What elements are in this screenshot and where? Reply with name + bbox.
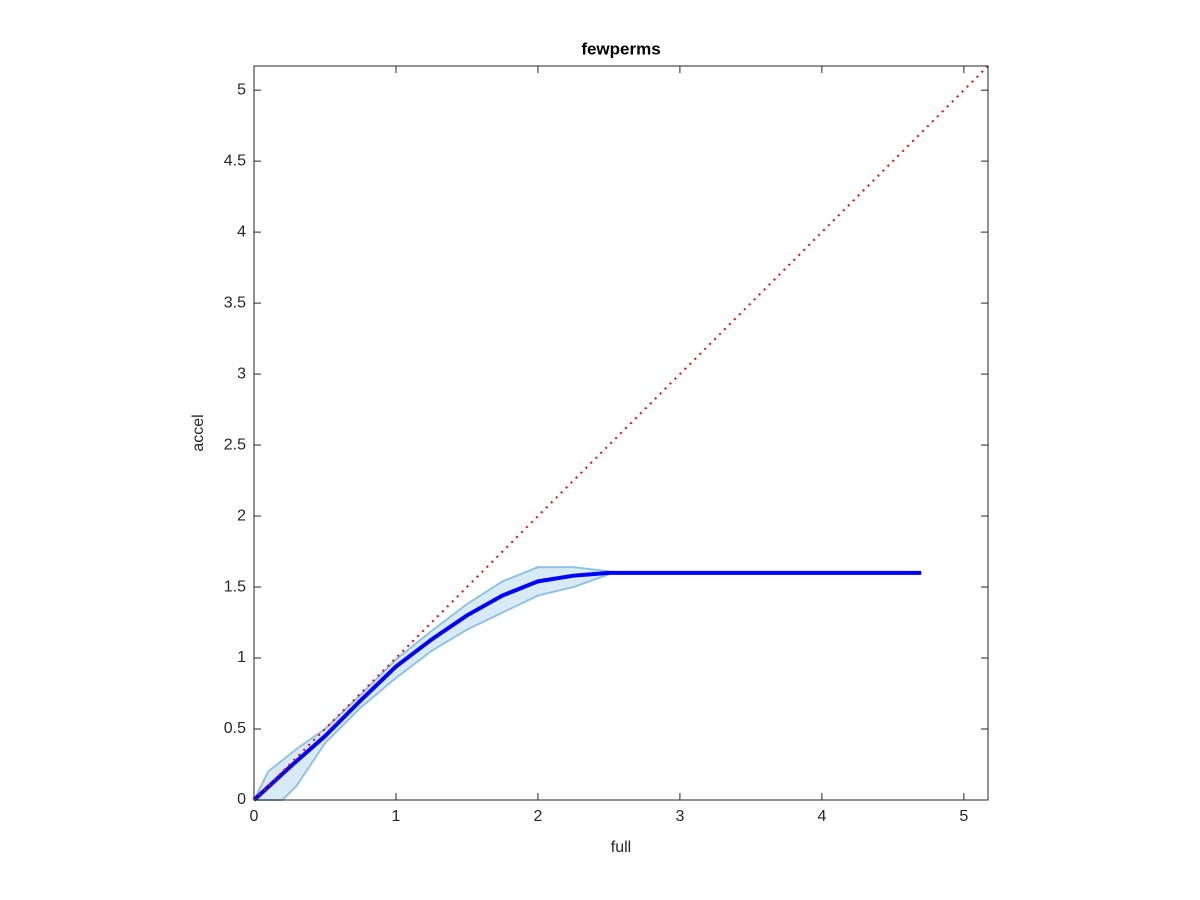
y-axis-label: accel xyxy=(190,414,207,451)
x-tick-label: 0 xyxy=(250,808,259,825)
y-tick-label: 1 xyxy=(237,649,246,666)
x-tick-label: 2 xyxy=(533,808,542,825)
y-tick-label: 4.5 xyxy=(224,152,246,169)
band-area xyxy=(254,567,609,800)
x-tick-label: 4 xyxy=(817,808,826,825)
x-tick-label: 5 xyxy=(959,808,968,825)
chart-title: fewperms xyxy=(581,39,660,58)
y-tick-label: 0 xyxy=(237,791,246,808)
x-axis-label: full xyxy=(611,839,631,856)
x-tick-label: 1 xyxy=(392,808,401,825)
y-tick-label: 3 xyxy=(237,365,246,382)
x-tick-label: 3 xyxy=(675,808,684,825)
y-tick-label: 1.5 xyxy=(224,578,246,595)
y-tick-label: 4 xyxy=(237,223,246,240)
y-tick-label: 0.5 xyxy=(224,720,246,737)
band-upper-edge xyxy=(253,566,610,801)
y-tick-label: 3.5 xyxy=(224,294,246,311)
y-tick-label: 2 xyxy=(237,507,246,524)
y-tick-label: 2.5 xyxy=(224,436,246,453)
y-tick-label: 5 xyxy=(237,81,246,98)
mean-line xyxy=(252,570,922,802)
reference-line xyxy=(253,65,989,801)
plot-frame xyxy=(253,65,989,801)
